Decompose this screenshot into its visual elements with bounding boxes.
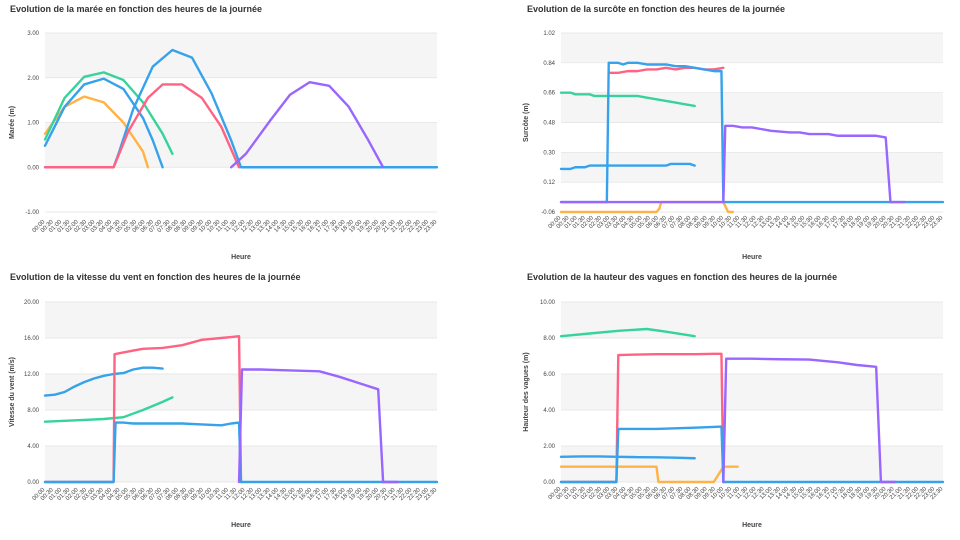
y-tick-label: 0.48 (543, 121, 555, 127)
chart-vagues: Evolution de la hauteur des vagues en fo… (523, 272, 945, 529)
y-tick-label: 8.00 (543, 336, 555, 342)
x-axis-title: Heure (742, 522, 762, 529)
chart-title: Evolution de la vitesse du vent en fonct… (10, 272, 301, 282)
chart-title: Evolution de la surcôte en fonction des … (527, 4, 785, 14)
y-axis-title: Marée (m) (9, 106, 16, 139)
grid-band (561, 92, 943, 123)
series-line (237, 368, 399, 484)
series-line (559, 61, 945, 204)
chart-panel-maree: Evolution de la marée en fonction des he… (5, 0, 475, 265)
y-tick-label: 0.66 (543, 91, 555, 97)
y-tick-label: 0.00 (543, 480, 555, 486)
series-line (43, 77, 164, 169)
chart-panel-vagues: Evolution de la hauteur des vagues en fo… (485, 268, 955, 533)
grid-band (45, 302, 437, 338)
y-tick-label: 0.30 (543, 150, 555, 156)
y-tick-label: 6.00 (543, 372, 555, 378)
series-line (559, 455, 696, 460)
series-line (230, 81, 385, 169)
y-axis-title: Vitesse du vent (m/s) (9, 357, 16, 427)
y-tick-label: 4.00 (543, 408, 555, 414)
series-line (559, 162, 696, 171)
y-axis-title: Surcôte (m) (523, 103, 530, 142)
grid-band (561, 152, 943, 183)
series-line (43, 71, 174, 156)
series-line (559, 91, 696, 108)
grid-band (45, 33, 437, 78)
y-tick-label: 16.00 (24, 336, 40, 342)
y-tick-label: 10.00 (540, 300, 556, 306)
y-tick-label: -1.00 (25, 210, 39, 216)
y-tick-label: 1.00 (27, 121, 39, 127)
y-tick-label: 0.00 (27, 480, 39, 486)
x-axis-title: Heure (742, 254, 762, 261)
series-line (43, 366, 164, 397)
grid-band (561, 33, 943, 63)
chart-panel-surcote: Evolution de la surcôte en fonction des … (485, 0, 955, 265)
y-tick-label: 1.02 (543, 31, 555, 37)
y-tick-label: 4.00 (27, 444, 39, 450)
chart-surcote: Evolution de la surcôte en fonction des … (523, 4, 945, 261)
series-line (722, 357, 897, 484)
series-line (559, 425, 945, 484)
grid-band (561, 302, 943, 338)
series-line (43, 83, 241, 169)
y-tick-label: 8.00 (27, 408, 39, 414)
y-tick-label: 12.00 (24, 372, 40, 378)
y-axis-title: Hauteur des vagues (m) (523, 352, 530, 431)
chart-title: Evolution de la marée en fonction des he… (10, 4, 262, 14)
series-line (559, 352, 725, 484)
chart-vent: Evolution de la vitesse du vent en fonct… (9, 272, 439, 529)
chart-maree: Evolution de la marée en fonction des he… (9, 4, 439, 261)
y-tick-label: 0.12 (543, 180, 555, 186)
series-line (559, 327, 696, 338)
chart-title: Evolution de la hauteur des vagues en fo… (527, 272, 837, 282)
series-line (559, 200, 735, 214)
x-axis-title: Heure (231, 522, 251, 529)
y-tick-label: 2.00 (27, 76, 39, 82)
series-line (43, 335, 243, 484)
y-tick-label: 20.00 (24, 300, 40, 306)
y-tick-label: 2.00 (543, 444, 555, 450)
y-tick-label: -0.06 (541, 210, 555, 216)
y-tick-label: 3.00 (27, 31, 39, 37)
x-axis-title: Heure (231, 254, 251, 261)
chart-panel-vent: Evolution de la vitesse du vent en fonct… (5, 268, 475, 533)
y-tick-label: 0.84 (543, 61, 555, 67)
grid-band (561, 374, 943, 410)
series-line (43, 421, 439, 484)
series-line (559, 124, 906, 204)
y-tick-label: 0.00 (27, 165, 39, 171)
